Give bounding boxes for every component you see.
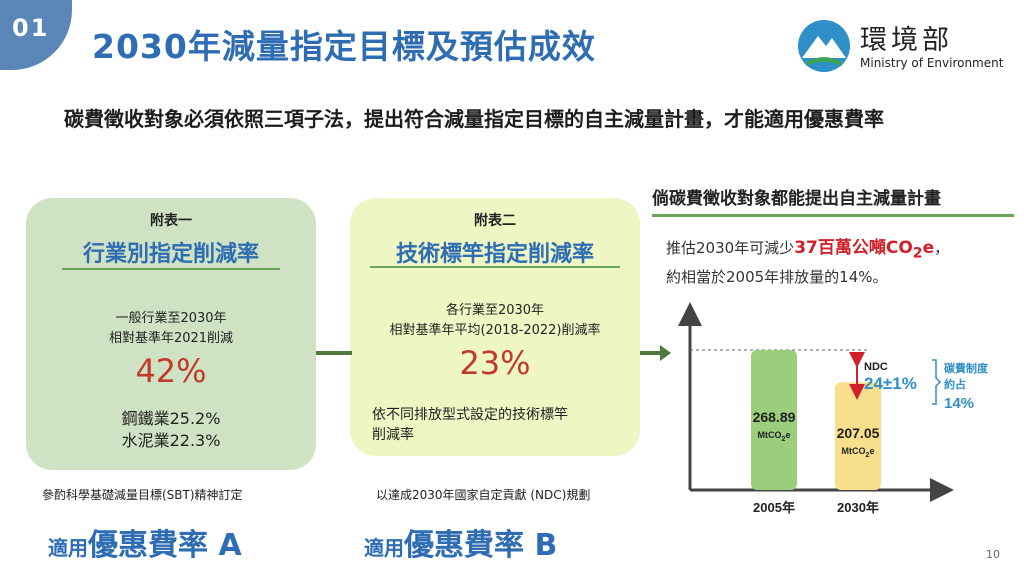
estimate-prefix: 推估2030年可減少 [666,239,795,257]
box-b-desc1: 依不同排放型式設定的技術標竿 [372,407,568,423]
logo-name-cn: 環境部 [860,25,953,56]
emissions-chart: 268.89 MtCO2e 2005年 207.05 MtCO2e 2030年 NDC 2… [678,302,989,515]
box-a-sector1: 鋼鐵業25.2% [121,409,221,428]
ndc-label: NDC [864,361,888,373]
box-a-heading: 行業別指定削減率 [82,242,259,267]
box-a-line1: 一般行業至2030年 [115,311,227,326]
box-b-percent: 23% [459,344,531,382]
apply-b-prefix: 適用 [364,536,404,560]
x-category-label-1: 2030年 [837,500,879,515]
arrow-to-right-icon [640,345,671,361]
box-b-desc2: 削減率 [372,427,414,443]
bar-value-label-0: 268.89 [753,409,796,425]
page-number: 10 [986,548,1000,561]
right-heading-underline [652,214,1014,217]
estimate-line1: 推估2030年可減少37百萬公噸CO2e， [666,236,949,265]
box-b-heading: 技術標竿指定削減率 [395,242,594,267]
estimate-amount-main: 37百萬公噸CO [794,238,913,258]
bar-unit-label-0: MtCO2e [758,430,791,443]
intro-text: 碳費徵收對象必須依照三項子法，提出符合減量指定目標的自主減量計畫，才能適用優惠費… [64,107,884,131]
fee-value: 14% [944,395,974,412]
estimate-suffix: ， [934,239,950,257]
fee-label1: 碳費制度 [944,361,989,375]
estimate-amount-sub: 2 [912,245,923,262]
x-category-label-0: 2005年 [753,500,795,515]
box-a-underline [62,268,280,270]
page-title: 2030年減量指定目標及預估成效 [92,27,596,66]
bar-value-label-1: 207.05 [837,425,880,441]
box-b-note: 以達成2030年國家自定貢獻 (NDC)規劃 [376,488,591,502]
bar-unit-label-1: MtCO2e [842,446,875,459]
table-one-box: 附表一 行業別指定削減率 一般行業至2030年 相對基準年2021削減 42% … [26,198,316,470]
fee-label2: 約占 [944,377,966,391]
box-a-note: 參酌科學基礎減量目標(SBT)精神訂定 [42,488,243,502]
bar-0 [751,350,797,490]
ministry-logo-icon [798,20,850,72]
estimate-amount: 37百萬公噸CO2e [794,238,935,262]
bar-1 [835,382,881,490]
fee-brace [932,359,942,405]
estimate-line2: 約相當於2005年排放量的14%。 [666,268,888,287]
estimate-text: 推估2030年可減少37百萬公噸CO2e， 約相當於2005年排放量的14%。 [666,236,949,289]
logo-name-en: Ministry of Environment [860,56,1004,70]
box-a-line2: 相對基準年2021削減 [108,331,234,346]
apply-a-rate: 優惠費率 A [88,528,242,563]
box-b-line2: 相對基準年平均(2018-2022)削減率 [389,323,601,338]
apply-a-prefix: 適用 [48,536,88,560]
slide-number: 01 [12,14,50,42]
table-two-box: 附表二 技術標竿指定削減率 各行業至2030年 相對基準年平均(2018-202… [350,198,640,456]
apply-rate-a: 適用優惠費率 A [48,520,242,564]
box-a-percent: 42% [135,352,207,390]
apply-b-rate: 優惠費率 B [404,528,558,563]
box-b-underline [370,266,620,268]
box-b-caption: 附表二 [474,213,516,229]
right-heading: 倘碳費徵收對象都能提出自主減量計畫 [652,189,941,209]
ndc-value: 24±1% [864,374,917,393]
box-b-line1: 各行業至2030年 [445,303,545,318]
box-a-sector2: 水泥業22.3% [121,431,221,450]
estimate-amount-tail: e [922,238,935,258]
apply-rate-b: 適用優惠費率 B [364,520,557,564]
box-a-caption: 附表一 [150,213,192,229]
arrow-a-to-b [316,351,352,355]
